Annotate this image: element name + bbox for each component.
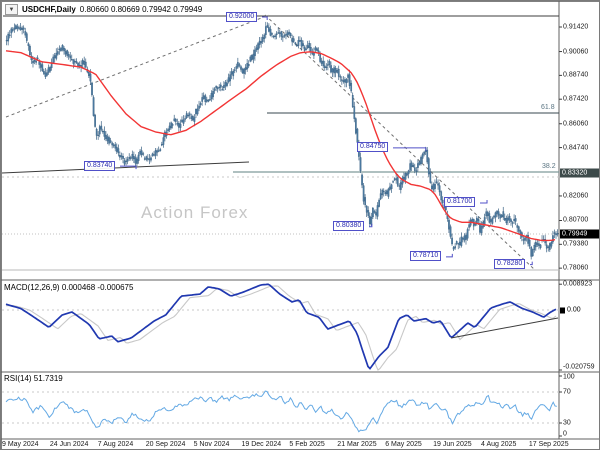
macd-main-line xyxy=(5,283,557,370)
price-annotation-box[interactable]: 0.81700 xyxy=(444,197,476,208)
watermark: Action Forex xyxy=(141,203,249,222)
annotation-connector xyxy=(120,165,137,170)
macd-signal-line xyxy=(6,285,557,371)
price-annotation-box[interactable]: 0.84750 xyxy=(357,142,389,153)
rising-dashed-trendline xyxy=(5,14,270,118)
price-annotation-box[interactable]: 0.83740 xyxy=(84,160,116,171)
annotation-connector xyxy=(262,16,268,21)
price-annotation-box[interactable]: 0.78280 xyxy=(494,259,526,270)
annotation-connector xyxy=(530,261,533,266)
macd-trendline xyxy=(450,317,559,339)
annotation-connector xyxy=(393,147,427,151)
rising-support-line xyxy=(1,161,250,174)
rsi-line xyxy=(5,390,557,433)
annotation-connector xyxy=(480,199,488,204)
moving-average-line xyxy=(5,50,556,242)
symbol-dropdown-icon[interactable]: ▼ xyxy=(5,4,18,15)
price-annotation-box[interactable]: 0.92000 xyxy=(226,11,258,22)
falling-dashed-trendline xyxy=(264,14,536,271)
price-annotation-box[interactable]: 0.78710 xyxy=(410,251,442,262)
annotation-connector xyxy=(446,253,453,258)
annotation-connector xyxy=(369,223,373,228)
candlestick-series xyxy=(5,21,559,260)
price-annotation-box[interactable]: 0.80380 xyxy=(333,221,365,232)
